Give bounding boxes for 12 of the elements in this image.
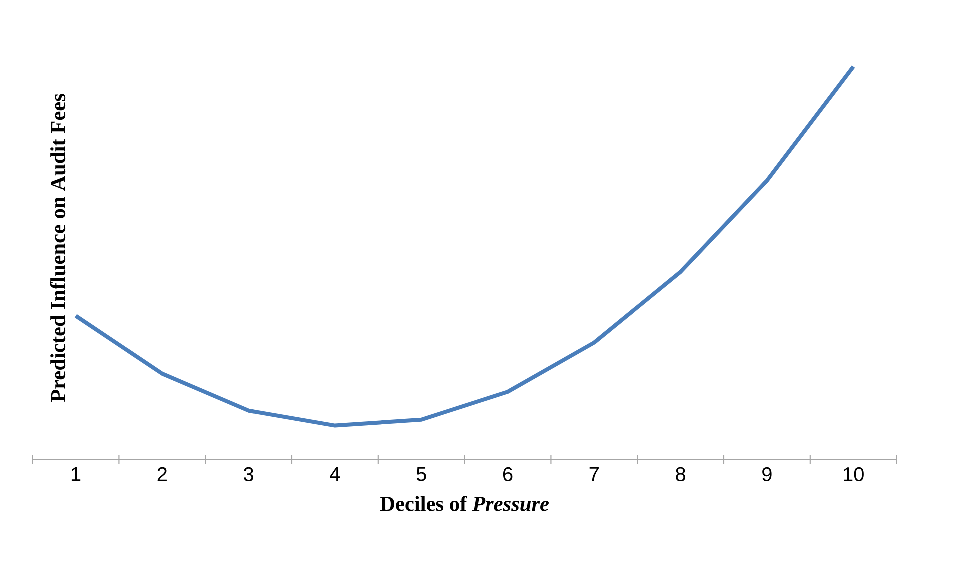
x-axis-title: Deciles of Pressure (380, 496, 550, 512)
y-axis-title: Predicted Influence on Audit Fees (50, 94, 66, 402)
x-tick-label: 4 (330, 467, 340, 482)
x-tick-label: 6 (503, 467, 513, 482)
x-tick-label: 2 (158, 467, 167, 482)
x-tick-label: 10 (844, 467, 864, 482)
x-tick-label: 1 (72, 467, 81, 482)
x-tick-label: 5 (416, 467, 426, 482)
x-tick-label: 7 (590, 467, 599, 482)
x-tick-label: 3 (244, 467, 254, 482)
x-tick-label: 8 (676, 467, 686, 482)
x-tick-label: 9 (762, 467, 772, 482)
